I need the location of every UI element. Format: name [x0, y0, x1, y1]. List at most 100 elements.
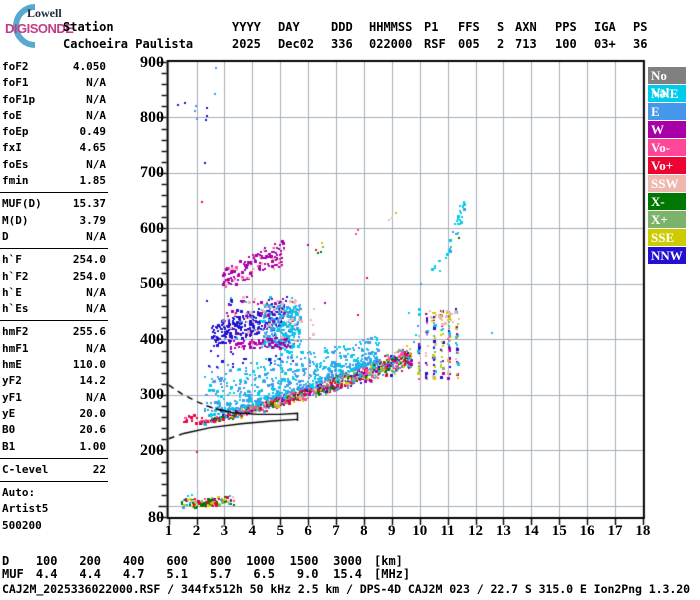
param-value: N/A: [86, 285, 106, 299]
muf-row: MUF 4.4 4.4 4.7 5.1 5.7 6.5 9.0 15.4 [MHz]: [2, 567, 411, 582]
param-value: 255.6: [72, 325, 106, 339]
param-value: 20.0: [79, 406, 107, 420]
param-label: foE: [2, 108, 22, 122]
header-column-label: S: [497, 20, 505, 34]
param-value: 22: [92, 462, 106, 476]
x-tick-label: 12: [468, 523, 483, 539]
legend-item: X-: [648, 193, 686, 210]
logo-lowell-text: Lowell: [27, 6, 62, 20]
legend-item: X+: [648, 211, 686, 228]
header-column: DAY Dec02: [278, 19, 314, 53]
header-column: IGA 03+: [594, 19, 616, 53]
param-group-separator: [0, 481, 108, 483]
param-label: yE: [2, 406, 16, 420]
param-row: fmin 1.85: [2, 173, 106, 189]
distance-label: D: [2, 554, 10, 568]
param-row: 500200: [2, 518, 106, 534]
station-name: Cachoeira Paulista: [63, 37, 194, 51]
param-label: M(D): [2, 213, 29, 227]
muf-cell: 15.4: [333, 567, 362, 582]
lowell-digisonde-logo: Lowell DIGISONDE: [0, 0, 74, 48]
header-column: HHMMSS 022000: [369, 19, 412, 53]
x-tick-label: 16: [579, 523, 595, 539]
header-column-value: 336: [331, 37, 353, 51]
x-tick-label: 14: [523, 523, 539, 539]
param-label: foF1: [2, 76, 29, 90]
x-tick-label: 8: [360, 523, 368, 539]
param-row: Auto:: [2, 485, 106, 501]
x-tick-label: 4: [248, 523, 257, 539]
param-value: 254.0: [72, 269, 106, 283]
param-row: fxI 4.65: [2, 140, 106, 156]
distance-cell: 800: [209, 554, 232, 568]
param-row: D N/A: [2, 229, 106, 245]
param-value: 254.0: [72, 253, 106, 267]
header-column: P1 RSF: [424, 19, 446, 53]
param-label: hmE: [2, 358, 22, 372]
param-row: hmE 110.0: [2, 357, 106, 373]
param-label: 500200: [2, 518, 42, 532]
param-label: yF1: [2, 390, 22, 404]
param-row: foF1p N/A: [2, 92, 106, 108]
distance-cell: 200: [79, 554, 101, 568]
param-value: 4.65: [79, 141, 107, 155]
param-value: N/A: [86, 76, 106, 90]
header-column-value: 005: [458, 37, 480, 51]
param-group-separator: [0, 320, 108, 322]
param-row: B1 1.00: [2, 439, 106, 455]
param-value: N/A: [86, 108, 106, 122]
param-label: h`F2: [2, 269, 29, 283]
x-tick-label: 1: [164, 523, 173, 539]
distance-cell: 1500: [289, 554, 319, 568]
param-label: hmF1: [2, 341, 29, 355]
param-label: MUF(D): [2, 197, 42, 211]
param-row: foF1 N/A: [2, 75, 106, 91]
header-column-value: 03+: [594, 37, 616, 51]
param-label: foEp: [2, 125, 29, 139]
param-value: 1.85: [79, 174, 107, 188]
param-row: hmF1 N/A: [2, 341, 106, 357]
param-value: N/A: [86, 302, 106, 316]
param-row: C-level 22: [2, 462, 106, 478]
param-value: 0.49: [79, 125, 107, 139]
x-tick-label: 2: [192, 523, 201, 539]
param-row: Artist5: [2, 501, 106, 517]
legend-item: W: [648, 121, 686, 138]
param-value: 15.37: [72, 197, 106, 211]
param-value: N/A: [86, 390, 106, 404]
param-label: yF2: [2, 374, 22, 388]
x-tick-label: 9: [388, 523, 396, 539]
param-row: foE N/A: [2, 108, 106, 124]
y-tick-label: 700: [140, 164, 164, 182]
param-label: Artist5: [2, 502, 49, 516]
param-label: Auto:: [2, 486, 36, 500]
station-label: Station: [63, 20, 114, 34]
param-value: N/A: [86, 157, 106, 171]
muf-cell: 5.7: [209, 567, 232, 582]
x-tick-label: 11: [440, 523, 455, 539]
y-tick-label: 200: [140, 441, 164, 459]
muf-cell: 4.4: [79, 567, 101, 582]
x-tick-label: 15: [551, 523, 567, 539]
param-value: 110.0: [72, 358, 106, 372]
header-column-value: 100: [555, 37, 577, 51]
param-group-separator: [0, 457, 108, 459]
param-value: 4.050: [72, 60, 106, 73]
param-value: 20.6: [79, 423, 107, 437]
muf-unit: [MHz]: [374, 567, 411, 582]
header-column-label: DDD: [331, 20, 353, 34]
y-tick-label: 400: [140, 330, 164, 348]
legend-item: Vo-: [648, 139, 686, 156]
header-column: PPS 100: [555, 19, 577, 53]
param-value: N/A: [86, 92, 106, 106]
logo-digisonde-text: DIGISONDE: [5, 21, 74, 36]
legend-item: SSE: [648, 229, 686, 246]
param-label: h`E: [2, 285, 22, 299]
header-column-label: FFS: [458, 20, 480, 34]
y-tick-label: 300: [140, 386, 164, 404]
legend-item: Vo+: [648, 157, 686, 174]
y-tick-label: 500: [140, 275, 164, 293]
